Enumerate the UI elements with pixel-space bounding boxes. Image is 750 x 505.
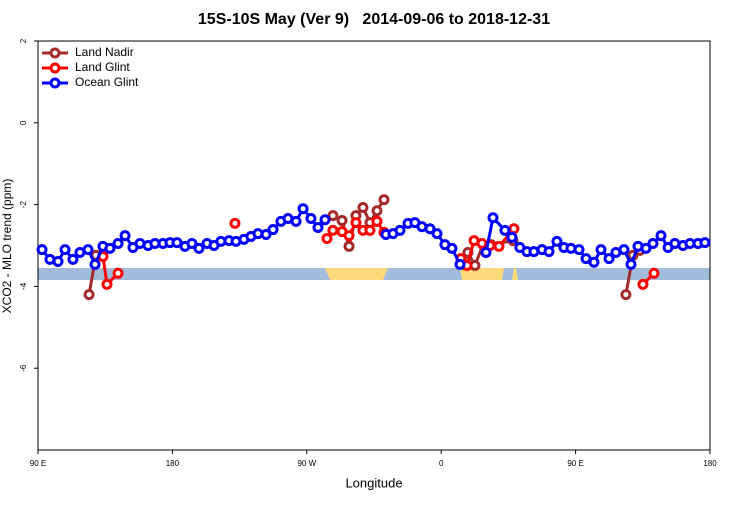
data-point <box>297 203 309 215</box>
data-point <box>648 267 660 279</box>
data-point <box>625 258 637 270</box>
data-point <box>573 244 585 256</box>
data-point <box>101 278 113 290</box>
data-point <box>82 244 94 256</box>
y-tick-label: 2 <box>19 38 28 43</box>
data-point <box>620 289 632 301</box>
data-point <box>394 224 406 236</box>
data-point <box>371 215 383 227</box>
data-point <box>290 215 302 227</box>
legend-label: Ocean Glint <box>75 75 139 89</box>
data-point <box>446 242 458 254</box>
x-tick-label: 90 E <box>567 459 583 468</box>
data-point <box>431 228 443 240</box>
y-tick-label: -2 <box>19 200 28 208</box>
legend-marker <box>49 77 61 89</box>
data-point <box>506 231 518 243</box>
data-point <box>321 233 333 245</box>
data-point <box>595 244 607 256</box>
y-tick-label: -4 <box>19 282 28 290</box>
data-point <box>119 230 131 242</box>
data-point <box>655 230 667 242</box>
legend-label: Land Nadir <box>75 45 134 59</box>
data-point <box>327 210 339 222</box>
data-point <box>59 244 71 256</box>
data-point <box>343 230 355 242</box>
data-point <box>454 258 466 270</box>
data-point <box>357 201 369 213</box>
data-point <box>67 253 79 265</box>
data-point <box>336 215 348 227</box>
data-point <box>543 246 555 258</box>
data-point <box>267 224 279 236</box>
x-tick-label: 0 <box>439 459 444 468</box>
data-point <box>588 256 600 268</box>
data-point <box>499 224 511 236</box>
data-point <box>319 214 331 226</box>
data-point <box>229 217 241 229</box>
data-point <box>508 223 520 235</box>
chart-title: 15S-10S May (Ver 9) 2014-09-06 to 2018-1… <box>198 11 550 28</box>
data-point <box>52 255 64 267</box>
data-point <box>350 217 362 229</box>
data-point <box>493 240 505 252</box>
legend-marker <box>49 62 61 74</box>
data-point <box>260 228 272 240</box>
data-point <box>83 289 95 301</box>
data-point <box>551 235 563 247</box>
data-point <box>89 258 101 270</box>
data-point <box>112 237 124 249</box>
data-point <box>699 237 711 249</box>
data-point <box>603 253 615 265</box>
x-tick-label: 90 E <box>30 459 46 468</box>
plot-frame <box>37 40 711 451</box>
data-point <box>480 246 492 258</box>
y-tick-label: 0 <box>19 120 28 125</box>
land-band <box>460 268 504 280</box>
x-tick-label: 180 <box>703 459 717 468</box>
data-point <box>371 205 383 217</box>
legend-label: Land Glint <box>75 60 130 74</box>
data-point <box>305 213 317 225</box>
data-point <box>640 242 652 254</box>
data-point <box>618 244 630 256</box>
data-point <box>36 244 48 256</box>
data-point <box>378 194 390 206</box>
data-point <box>327 224 339 236</box>
y-axis-label: XCO2 - MLO trend (ppm) <box>0 179 14 314</box>
y-tick-label: -6 <box>19 364 28 372</box>
legend-marker <box>49 47 61 59</box>
data-point <box>424 223 436 235</box>
data-point <box>343 240 355 252</box>
data-point <box>104 242 116 254</box>
land-band <box>512 268 518 280</box>
x-tick-label: 180 <box>166 459 180 468</box>
data-point <box>186 237 198 249</box>
data-point <box>647 237 659 249</box>
land-band <box>325 268 388 280</box>
x-axis-label: Longitude <box>345 475 402 490</box>
data-point <box>312 222 324 234</box>
surface-band <box>38 268 710 280</box>
data-point <box>487 212 499 224</box>
data-point <box>112 267 124 279</box>
data-point <box>193 242 205 254</box>
data-point <box>364 224 376 236</box>
data-point <box>637 278 649 290</box>
x-tick-label: 90 W <box>297 459 316 468</box>
